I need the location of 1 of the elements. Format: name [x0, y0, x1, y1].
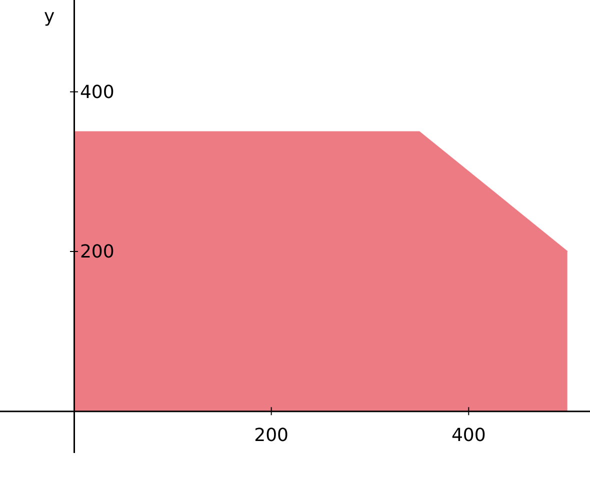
y-axis-title: y [44, 6, 55, 27]
